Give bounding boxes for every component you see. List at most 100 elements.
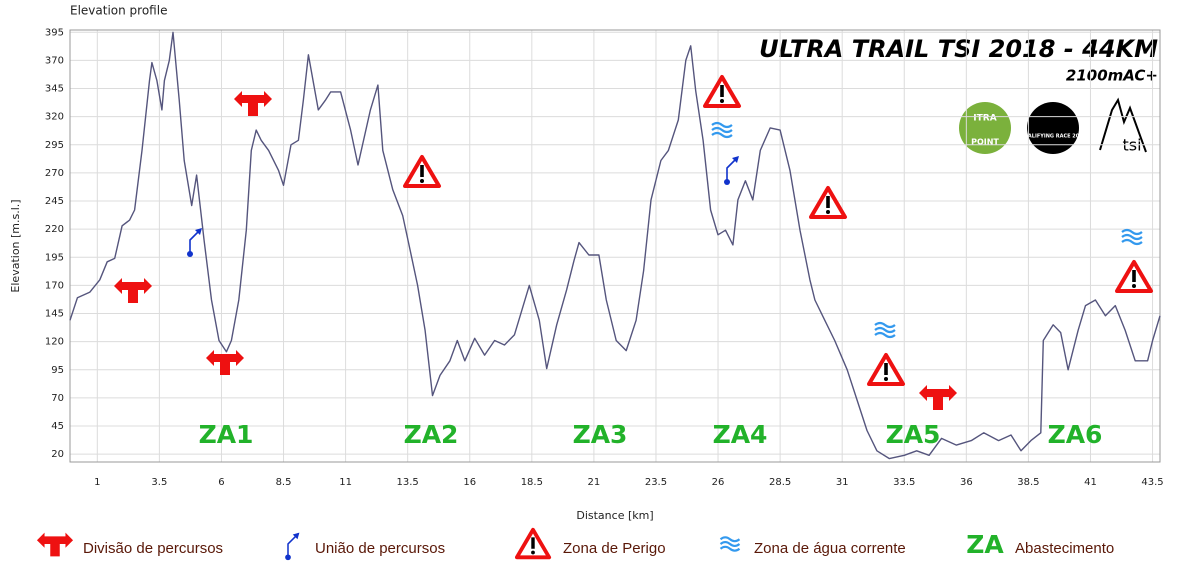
water-wave: [874, 326, 896, 334]
y-tick-label: 145: [45, 309, 64, 320]
y-tick-label: 395: [45, 27, 64, 38]
water-wave: [719, 536, 741, 543]
split-icon: [234, 91, 272, 116]
split-shape: [206, 350, 244, 375]
split-shape: [234, 91, 272, 116]
qualifying-logo: QUALIFYING RACE 2018: [1020, 102, 1087, 154]
y-tick-label: 245: [45, 196, 64, 207]
danger-icon: [403, 155, 441, 188]
split-shape: [114, 278, 152, 303]
danger-bar: [531, 537, 535, 549]
y-tick-label: 95: [51, 365, 64, 376]
logo-text: ITRA: [973, 114, 996, 124]
water-wave: [874, 321, 896, 329]
tsi-logo: tsi: [1099, 97, 1147, 155]
logo-circle: [1027, 102, 1079, 154]
water-wave: [719, 541, 741, 547]
x-tick-label: 23.5: [645, 477, 667, 488]
danger-bar: [420, 165, 424, 177]
y-tick-label: 70: [51, 393, 64, 404]
x-tick-label: 26: [712, 477, 725, 488]
split-icon: [36, 532, 74, 557]
join-arrow: [195, 228, 202, 235]
join-icon: [724, 156, 739, 185]
x-tick-label: 3.5: [151, 477, 167, 488]
x-tick-label: 31: [836, 477, 849, 488]
aid-station-label: ZA6: [1048, 420, 1103, 449]
aid-station-label: ZA2: [404, 420, 459, 449]
y-tick-label: 45: [51, 421, 64, 432]
danger-icon: [514, 527, 552, 560]
legend-label: Abastecimento: [1015, 540, 1114, 557]
danger-dot: [826, 210, 830, 214]
x-tick-label: 16: [463, 477, 476, 488]
race-title: ULTRA TRAIL TSI 2018 - 44KM: [759, 35, 1158, 63]
danger-icon: [1115, 260, 1153, 293]
water-icon: [719, 536, 741, 552]
danger-dot: [884, 377, 888, 381]
water-wave: [874, 331, 896, 339]
y-tick-label: 220: [45, 224, 64, 235]
join-dot: [187, 251, 193, 257]
danger-bar: [1132, 270, 1136, 282]
y-tick-label: 170: [45, 280, 64, 291]
danger-bar: [826, 196, 830, 208]
join-dot: [724, 179, 730, 185]
x-tick-label: 11: [339, 477, 352, 488]
join-icon: [285, 532, 300, 561]
elevation-line: [69, 31, 1161, 460]
x-tick-label: 18.5: [521, 477, 543, 488]
water-wave: [711, 126, 733, 134]
x-tick-label: 1: [94, 477, 100, 488]
logo-circle: [959, 102, 1011, 154]
y-tick-label: 345: [45, 84, 64, 95]
join-dot: [285, 554, 291, 561]
danger-bar: [884, 363, 888, 375]
join-arrow: [732, 156, 739, 163]
danger-dot: [720, 99, 724, 103]
x-tick-label: 36: [960, 477, 973, 488]
danger-dot: [1132, 284, 1136, 288]
split-shape: [36, 532, 74, 557]
danger-icon: [809, 186, 847, 219]
plot-frame: [69, 29, 1161, 463]
legend-label: Divisão de percursos: [83, 540, 223, 557]
join-line: [189, 228, 202, 254]
join-arrow: [292, 532, 300, 540]
join-icon: [187, 228, 202, 257]
water-wave: [1121, 233, 1143, 241]
y-axis-label: Elevation [m.s.l.]: [9, 199, 22, 292]
itra-logo: ITRA POINT: [959, 102, 1011, 154]
aid-station-label: ZA1: [199, 420, 254, 449]
legend-label: Zona de água corrente: [754, 540, 906, 557]
logo-text: POINT: [971, 138, 999, 147]
water-wave: [1121, 238, 1143, 246]
water-icon: [711, 121, 733, 139]
x-tick-label: 8.5: [276, 477, 292, 488]
water-wave: [1121, 228, 1143, 236]
x-axis-label: Distance [km]: [576, 509, 653, 522]
y-tick-label: 370: [45, 55, 64, 66]
water-wave: [719, 545, 741, 552]
legend-symbol: ZA: [966, 530, 1004, 559]
water-wave: [711, 121, 733, 129]
split-icon: [206, 350, 244, 375]
split-icon: [919, 385, 957, 410]
aid-station-label: ZA5: [886, 420, 941, 449]
water-wave: [711, 131, 733, 139]
legend-label: União de percursos: [315, 540, 445, 557]
water-icon: [1121, 228, 1143, 246]
y-tick-label: 195: [45, 252, 64, 263]
x-tick-label: 28.5: [769, 477, 791, 488]
split-icon: [114, 278, 152, 303]
x-tick-label: 21: [588, 477, 601, 488]
water-icon: [874, 321, 896, 339]
x-tick-label: 38.5: [1017, 477, 1039, 488]
x-tick-label: 33.5: [893, 477, 915, 488]
danger-dot: [531, 550, 535, 555]
chart-title: Elevation profile: [70, 4, 167, 18]
y-tick-label: 320: [45, 112, 64, 123]
y-tick-label: 270: [45, 168, 64, 179]
split-shape: [919, 385, 957, 410]
danger-bar: [720, 85, 724, 97]
